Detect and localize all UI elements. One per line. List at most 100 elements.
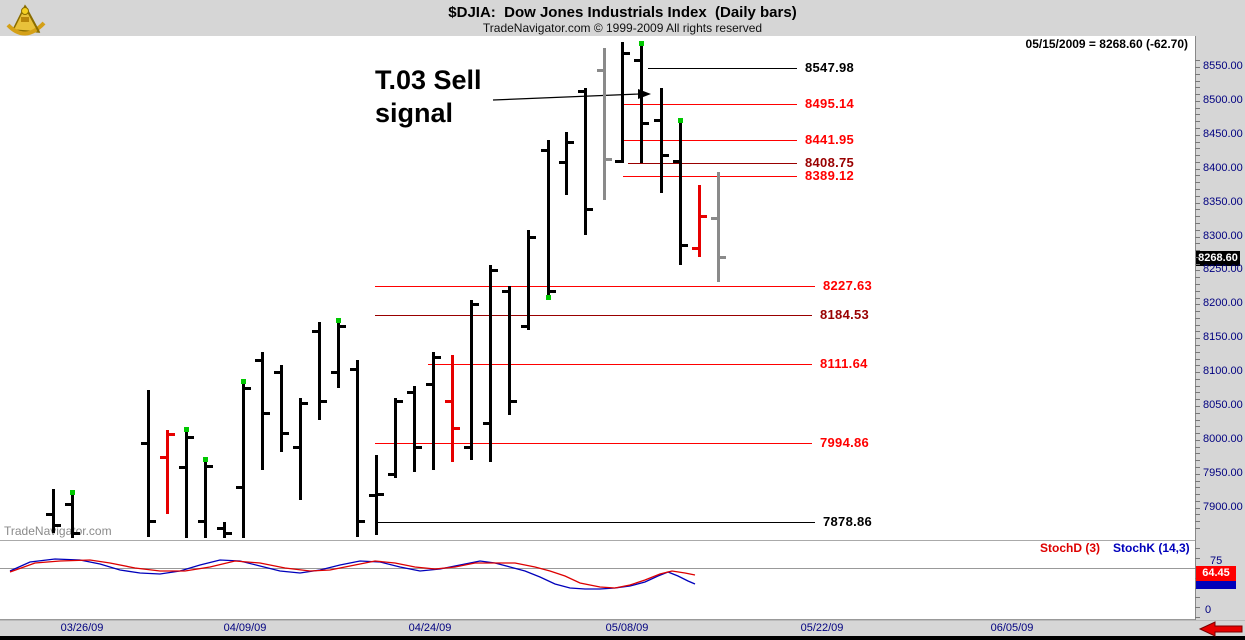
price-bar bbox=[547, 140, 550, 296]
signal-marker bbox=[184, 427, 189, 432]
y-axis-tick bbox=[1195, 501, 1200, 502]
level-line bbox=[623, 140, 797, 141]
close-tick bbox=[245, 387, 251, 390]
open-tick bbox=[692, 247, 698, 250]
open-tick bbox=[65, 503, 71, 506]
y-axis-tick bbox=[1195, 257, 1200, 258]
x-axis-label: 06/05/09 bbox=[990, 622, 1034, 634]
y-axis-tick bbox=[1195, 365, 1200, 366]
price-bar bbox=[413, 386, 416, 472]
close-tick bbox=[264, 412, 270, 415]
open-tick bbox=[236, 486, 242, 489]
price-bar bbox=[717, 172, 720, 282]
y-axis-tick bbox=[1195, 440, 1200, 441]
level-label: 8408.75 bbox=[805, 155, 855, 170]
price-bar bbox=[261, 352, 264, 470]
y-axis-tick bbox=[1195, 304, 1200, 305]
y-axis-tick bbox=[1195, 74, 1200, 75]
y-axis-tick bbox=[1195, 474, 1200, 475]
close-tick bbox=[435, 356, 441, 359]
price-bar bbox=[375, 455, 378, 535]
close-tick bbox=[55, 524, 61, 527]
price-bar bbox=[185, 431, 188, 538]
y-axis-tick bbox=[1195, 433, 1200, 434]
date-axis-band bbox=[0, 620, 1245, 637]
y-axis-tick bbox=[1195, 216, 1200, 217]
y-axis-tick bbox=[1195, 331, 1200, 332]
open-tick bbox=[198, 520, 204, 523]
level-line bbox=[375, 286, 815, 287]
y-axis-tick bbox=[1195, 264, 1200, 265]
y-axis-tick bbox=[1195, 528, 1200, 529]
y-axis-tick bbox=[1195, 453, 1200, 454]
bottom-scroll-track[interactable] bbox=[0, 636, 1245, 640]
y-axis-tick bbox=[1195, 372, 1200, 373]
price-bar bbox=[356, 360, 359, 537]
y-axis-label: 7950.00 bbox=[1203, 467, 1243, 479]
y-axis-label: 8250.00 bbox=[1203, 263, 1243, 275]
close-tick bbox=[587, 208, 593, 211]
y-axis-tick bbox=[1195, 128, 1200, 129]
y-axis-tick bbox=[1195, 284, 1200, 285]
open-tick bbox=[217, 527, 223, 530]
y-axis-label: 8150.00 bbox=[1203, 331, 1243, 343]
open-tick bbox=[634, 59, 640, 62]
open-tick bbox=[464, 446, 470, 449]
level-line bbox=[375, 315, 812, 316]
y-axis-label: 8450.00 bbox=[1203, 128, 1243, 140]
y-axis-tick bbox=[1195, 420, 1200, 421]
y-axis-tick bbox=[1195, 514, 1200, 515]
price-bar bbox=[489, 265, 492, 462]
price-bar bbox=[679, 122, 682, 265]
chart-title: $DJIA: Dow Jones Industrials Index (Dail… bbox=[448, 4, 797, 21]
y-axis-tick bbox=[1195, 182, 1200, 183]
price-bar bbox=[147, 390, 150, 537]
level-label: 8389.12 bbox=[805, 168, 855, 183]
y-axis-tick bbox=[1195, 379, 1200, 380]
y-axis-label: 7900.00 bbox=[1203, 501, 1243, 513]
y-axis-tick bbox=[1195, 318, 1200, 319]
stoch-axis-tick bbox=[1195, 617, 1200, 618]
stochk-legend-label[interactable]: StochK (14,3) bbox=[1113, 541, 1190, 555]
close-tick bbox=[568, 141, 574, 144]
y-axis-label: 8300.00 bbox=[1203, 230, 1243, 242]
scroll-left-arrow-icon[interactable] bbox=[1198, 621, 1244, 637]
signal-marker bbox=[203, 457, 208, 462]
x-axis-label: 04/24/09 bbox=[408, 622, 452, 634]
close-tick bbox=[720, 256, 726, 259]
open-tick bbox=[597, 69, 603, 72]
y-axis-tick bbox=[1195, 94, 1200, 95]
y-axis-tick bbox=[1195, 399, 1200, 400]
stochd-value-badge: 64.45 bbox=[1196, 566, 1236, 581]
y-axis-tick bbox=[1195, 460, 1200, 461]
close-tick bbox=[550, 290, 556, 293]
level-line bbox=[428, 364, 812, 365]
open-tick bbox=[673, 160, 679, 163]
level-label: 8111.64 bbox=[820, 356, 868, 371]
open-tick bbox=[559, 161, 565, 164]
last-quote-readout: 05/15/2009 = 8268.60 (-62.70) bbox=[1025, 37, 1188, 51]
level-label: 7994.86 bbox=[820, 435, 870, 450]
close-tick bbox=[188, 436, 194, 439]
x-axis-label: 04/09/09 bbox=[223, 622, 267, 634]
sell-signal-annotation: T.03 Sell signal bbox=[375, 64, 482, 130]
open-tick bbox=[578, 90, 584, 93]
y-axis-tick bbox=[1195, 189, 1200, 190]
price-bar bbox=[698, 185, 701, 257]
close-tick bbox=[624, 52, 630, 55]
close-tick bbox=[397, 400, 403, 403]
signal-marker bbox=[546, 295, 551, 300]
close-tick bbox=[701, 215, 707, 218]
y-axis-label: 8100.00 bbox=[1203, 365, 1243, 377]
y-axis-tick bbox=[1195, 169, 1200, 170]
price-bar bbox=[299, 398, 302, 500]
y-axis-label: 8550.00 bbox=[1203, 60, 1243, 72]
level-label: 8441.95 bbox=[805, 132, 855, 147]
stochd-legend-label[interactable]: StochD (3) bbox=[1040, 541, 1100, 555]
price-bar bbox=[71, 494, 74, 538]
price-bar bbox=[508, 286, 511, 415]
x-axis-label: 05/22/09 bbox=[800, 622, 844, 634]
y-axis-label: 8500.00 bbox=[1203, 94, 1243, 106]
y-axis-tick bbox=[1195, 345, 1200, 346]
